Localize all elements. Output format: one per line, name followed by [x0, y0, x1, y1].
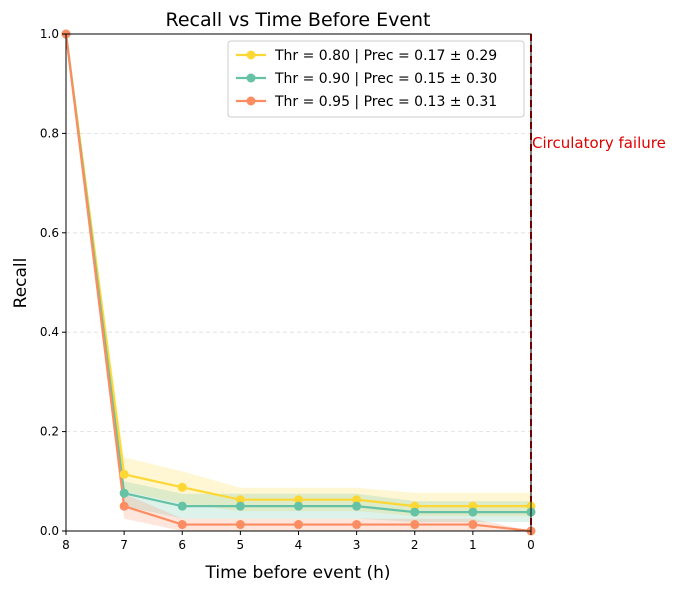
legend-swatch-marker: [246, 73, 256, 83]
x-tick-label: 2: [411, 538, 419, 552]
data-point: [235, 495, 245, 505]
data-point: [352, 501, 362, 511]
data-point: [294, 495, 303, 505]
x-tick-label: 0: [527, 538, 535, 552]
data-point: [468, 507, 478, 517]
grid-lines: [66, 132, 531, 433]
x-tick-label: 1: [469, 538, 477, 552]
y-tick-label: 0.0: [40, 524, 59, 538]
x-axis-label: Time before event (h): [205, 563, 391, 583]
legend: Thr = 0.80 | Prec = 0.17 ± 0.29 Thr = 0.9…: [227, 40, 525, 118]
data-point: [352, 520, 362, 530]
x-tick-label: 6: [178, 538, 186, 552]
legend-swatch-marker: [246, 50, 256, 60]
x-tick-label: 5: [237, 538, 245, 552]
legend-entry: Thr = 0.90 | Prec = 0.15 ± 0.30: [274, 71, 497, 87]
data-point: [177, 482, 187, 492]
legend-entry: Thr = 0.80 | Prec = 0.17 ± 0.29: [274, 48, 497, 64]
data-point: [119, 501, 129, 511]
x-axis-ticks: 8 7 6 5 4 3 2 1 0: [62, 531, 535, 552]
data-point: [352, 495, 362, 505]
data-point: [294, 501, 303, 511]
data-point: [410, 507, 420, 517]
data-point: [235, 501, 245, 511]
legend-box: [227, 40, 525, 118]
y-axis-label: Recall: [11, 258, 31, 309]
x-tick-label: 8: [62, 538, 70, 552]
event-label: Circulatory failure: [532, 134, 666, 152]
data-point: [119, 488, 129, 498]
chart-title: Recall vs Time Before Event: [165, 9, 430, 31]
data-point: [468, 520, 478, 530]
x-tick-label: 4: [295, 538, 303, 552]
data-point: [410, 520, 420, 530]
data-point: [177, 501, 187, 511]
y-tick-label: 0.2: [40, 425, 59, 439]
y-tick-label: 0.6: [40, 226, 59, 240]
y-tick-label: 0.4: [40, 325, 59, 339]
x-tick-label: 7: [120, 538, 128, 552]
data-point: [235, 520, 245, 530]
data-point: [119, 469, 129, 479]
legend-entry: Thr = 0.95 | Prec = 0.13 ± 0.31: [274, 94, 497, 110]
y-axis-ticks: 0.0 0.2 0.4 0.6 0.8 1.0: [40, 27, 66, 538]
legend-swatch-marker: [246, 96, 256, 106]
data-point: [177, 520, 187, 530]
y-tick-label: 1.0: [40, 27, 59, 41]
x-tick-label: 3: [353, 538, 361, 552]
data-point: [294, 520, 303, 530]
y-tick-label: 0.8: [40, 126, 59, 140]
